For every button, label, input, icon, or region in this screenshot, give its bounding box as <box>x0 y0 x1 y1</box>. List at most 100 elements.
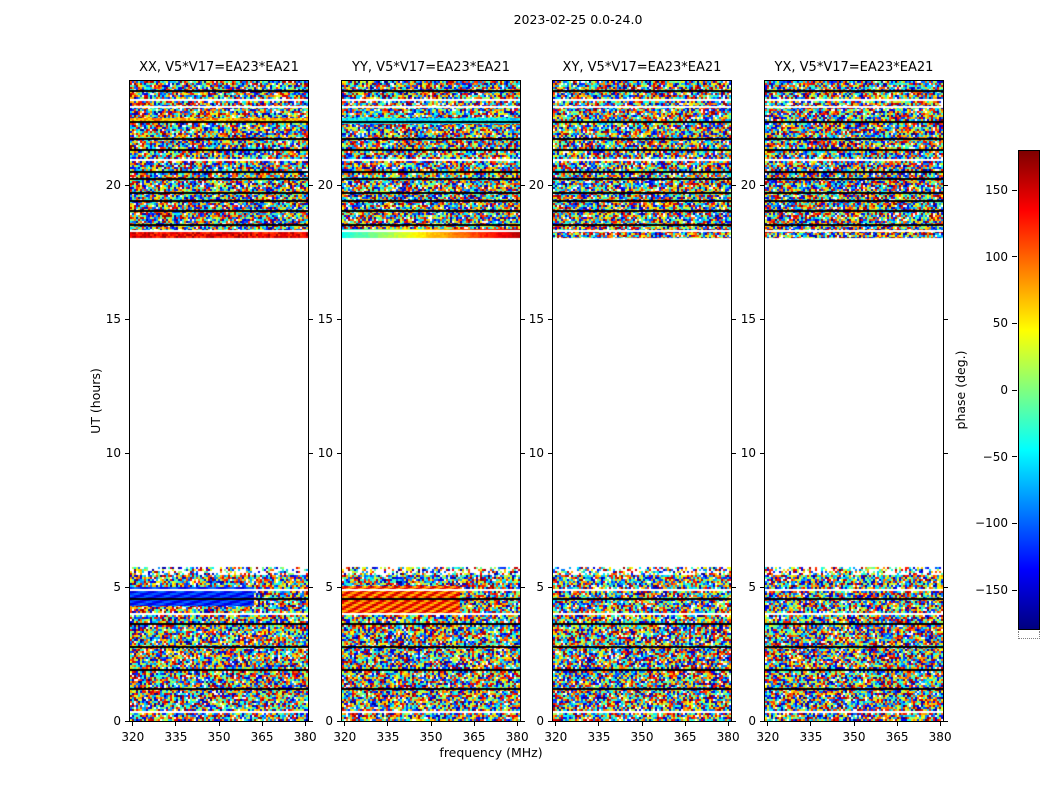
y-tick-mark <box>337 586 341 588</box>
panel-title-xx: XX, V5*V17=EA23*EA21 <box>139 60 299 75</box>
x-tick-label: 320 <box>121 730 145 744</box>
y-tick-mark <box>548 184 552 186</box>
colorbar-extension <box>1018 631 1040 639</box>
y-tick-mark <box>732 586 736 588</box>
y-tick-label: 10 <box>317 446 333 461</box>
x-tick-mark <box>896 722 898 726</box>
x-tick-label: 350 <box>419 730 443 744</box>
x-tick-label: 320 <box>756 730 780 744</box>
x-tick-label: 350 <box>842 730 866 744</box>
x-tick-mark <box>473 722 475 726</box>
axes-xy <box>552 80 732 722</box>
x-tick-label: 380 <box>293 730 317 744</box>
phase-waterfall-yy <box>342 81 520 721</box>
phase-waterfall-xy <box>553 81 731 721</box>
colorbar-tick-mark <box>1012 389 1017 391</box>
x-tick-mark <box>132 722 134 726</box>
y-tick-label: 10 <box>740 446 756 461</box>
y-tick-label: 0 <box>748 714 756 728</box>
y-tick-mark <box>337 452 341 454</box>
x-tick-label: 335 <box>376 730 400 744</box>
x-tick-label: 380 <box>505 730 529 744</box>
y-tick-mark <box>548 452 552 454</box>
y-tick-label: 10 <box>105 446 121 461</box>
y-tick-mark <box>337 720 341 722</box>
y-tick-mark <box>309 586 313 588</box>
axes-yx <box>764 80 944 722</box>
y-tick-mark <box>521 318 525 320</box>
x-tick-label: 335 <box>587 730 611 744</box>
y-tick-label: 20 <box>740 178 756 193</box>
y-tick-mark <box>944 184 948 186</box>
colorbar-tick-mark <box>1012 589 1017 591</box>
y-axis-label: UT (hours) <box>88 368 103 434</box>
colorbar-tick-mark <box>1012 256 1017 258</box>
colorbar-tick-label: −150 <box>975 583 1008 597</box>
colorbar-tick-label: 150 <box>985 183 1008 197</box>
x-tick-mark <box>598 722 600 726</box>
y-tick-mark <box>125 452 129 454</box>
y-tick-mark <box>125 318 129 320</box>
phase-waterfall-xx <box>130 81 308 721</box>
x-tick-mark <box>684 722 686 726</box>
y-tick-mark <box>548 586 552 588</box>
axes-xx <box>129 80 309 722</box>
x-tick-label: 365 <box>885 730 909 744</box>
colorbar-tick-label: −50 <box>982 449 1008 464</box>
y-tick-label: 5 <box>113 580 121 595</box>
x-tick-mark <box>810 722 812 726</box>
panel-title-xy: XY, V5*V17=EA23*EA21 <box>562 60 722 75</box>
y-tick-mark <box>309 318 313 320</box>
x-tick-label: 365 <box>250 730 274 744</box>
y-tick-label: 15 <box>740 312 756 327</box>
x-tick-mark <box>304 722 306 726</box>
y-tick-label: 0 <box>325 714 333 728</box>
y-tick-label: 15 <box>528 312 544 327</box>
colorbar <box>1018 150 1040 630</box>
y-tick-mark <box>309 452 313 454</box>
y-tick-mark <box>944 586 948 588</box>
figure-title: 2023-02-25 0.0-24.0 <box>513 12 643 27</box>
y-tick-label: 10 <box>528 446 544 461</box>
x-tick-label: 365 <box>462 730 486 744</box>
colorbar-tick-mark <box>1012 322 1017 324</box>
y-tick-mark <box>125 720 129 722</box>
y-tick-mark <box>760 318 764 320</box>
axes-yy <box>341 80 521 722</box>
x-tick-mark <box>853 722 855 726</box>
colorbar-tick-label: −100 <box>975 516 1008 531</box>
y-tick-label: 15 <box>317 312 333 327</box>
y-tick-mark <box>309 184 313 186</box>
x-tick-mark <box>555 722 557 726</box>
x-tick-mark <box>175 722 177 726</box>
y-tick-mark <box>944 318 948 320</box>
y-tick-mark <box>760 586 764 588</box>
y-tick-mark <box>760 184 764 186</box>
x-tick-mark <box>344 722 346 726</box>
y-tick-mark <box>521 586 525 588</box>
x-tick-label: 380 <box>716 730 740 744</box>
x-tick-mark <box>939 722 941 726</box>
x-tick-label: 380 <box>928 730 952 744</box>
y-tick-label: 0 <box>113 714 121 728</box>
y-tick-label: 20 <box>528 178 544 193</box>
x-axis-label: frequency (MHz) <box>439 745 543 760</box>
y-tick-mark <box>732 184 736 186</box>
y-tick-label: 20 <box>105 178 121 193</box>
y-tick-mark <box>548 318 552 320</box>
y-tick-label: 5 <box>325 580 333 595</box>
phase-waterfall-yx <box>765 81 943 721</box>
x-tick-label: 350 <box>207 730 231 744</box>
x-tick-mark <box>261 722 263 726</box>
x-tick-mark <box>641 722 643 726</box>
panel-title-yx: YX, V5*V17=EA23*EA21 <box>774 60 934 75</box>
y-tick-mark <box>732 318 736 320</box>
y-tick-mark <box>521 184 525 186</box>
y-tick-mark <box>309 720 313 722</box>
y-tick-mark <box>944 720 948 722</box>
x-tick-mark <box>767 722 769 726</box>
x-tick-mark <box>727 722 729 726</box>
x-tick-label: 320 <box>333 730 357 744</box>
y-tick-mark <box>548 720 552 722</box>
